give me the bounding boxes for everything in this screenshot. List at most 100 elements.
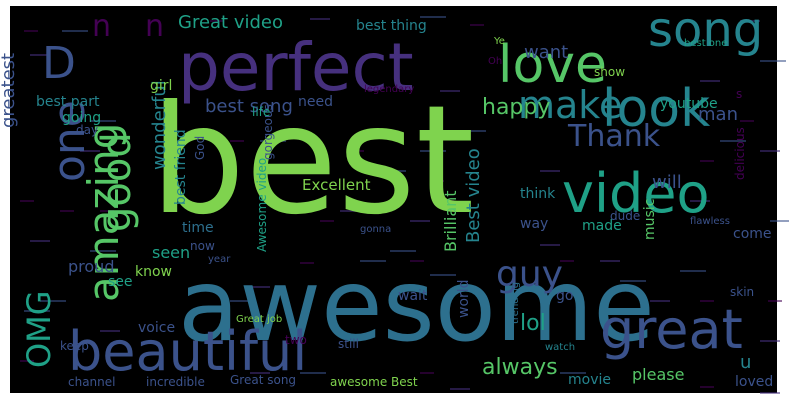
filler-mark — [320, 220, 334, 222]
cloud-word: proud — [68, 257, 114, 276]
cloud-word: amazing — [79, 123, 128, 302]
filler-mark — [100, 330, 120, 332]
cloud-word: delicious — [733, 127, 747, 180]
cloud-word: best one — [684, 38, 727, 49]
cloud-word: best — [150, 74, 474, 248]
cloud-word: way — [520, 216, 548, 232]
filler-mark — [340, 210, 360, 212]
filler-mark — [430, 274, 456, 276]
cloud-word: happy — [482, 95, 550, 120]
filler-mark — [700, 80, 720, 82]
cloud-word: Ye — [493, 36, 505, 47]
filler-mark — [560, 372, 586, 374]
cloud-word: go — [556, 288, 573, 304]
filler-mark — [768, 300, 782, 302]
cloud-word: keep — [60, 339, 89, 353]
filler-mark — [90, 250, 116, 252]
filler-mark — [380, 170, 406, 172]
cloud-word: guy — [496, 254, 563, 295]
cloud-word: voice — [138, 320, 175, 336]
cloud-word: one — [44, 100, 95, 182]
filler-mark — [410, 260, 424, 262]
filler-mark — [700, 386, 714, 388]
cloud-word: Excellent — [302, 176, 371, 194]
filler-mark — [90, 120, 116, 122]
cloud-word: awesome — [178, 247, 655, 364]
filler-mark — [62, 30, 88, 32]
filler-mark — [540, 244, 560, 246]
filler-mark — [410, 220, 430, 222]
filler-mark — [300, 262, 314, 264]
filler-mark — [30, 54, 50, 56]
filler-mark — [620, 280, 646, 282]
filler-mark — [230, 140, 244, 142]
cloud-word: made — [582, 218, 622, 234]
cloud-word: great — [600, 298, 743, 361]
cloud-word: Oh — [488, 56, 502, 67]
filler-mark — [560, 260, 574, 262]
cloud-word: time — [182, 220, 214, 236]
cloud-word: Brilliant — [441, 190, 460, 252]
cloud-word: song — [648, 2, 763, 58]
cloud-word: movie — [568, 372, 611, 388]
cloud-word: best friend — [173, 129, 189, 205]
filler-mark — [360, 260, 386, 262]
cloud-word: n — [145, 9, 164, 44]
filler-mark — [430, 180, 444, 182]
filler-mark — [460, 130, 486, 132]
cloud-word: please — [632, 365, 684, 384]
cloud-word: Great song — [230, 373, 296, 387]
cloud-word: show — [594, 65, 625, 79]
cloud-word: year — [208, 254, 231, 265]
filler-mark — [420, 372, 434, 374]
filler-mark — [440, 200, 454, 202]
cloud-word: watch — [545, 342, 575, 353]
cloud-word: awesome Best — [330, 375, 418, 389]
cloud-word: seen — [152, 243, 190, 262]
filler-mark — [30, 240, 50, 242]
cloud-word: youtube — [660, 96, 718, 112]
filler-mark — [310, 18, 330, 20]
filler-mark — [210, 20, 224, 22]
cloud-word: two — [285, 333, 307, 347]
filler-mark — [740, 120, 754, 122]
cloud-word: video — [562, 162, 710, 225]
cloud-word: n — [92, 9, 111, 44]
cloud-word: best song — [205, 96, 293, 117]
cloud-word: gorgeous — [261, 104, 275, 160]
filler-mark — [740, 20, 760, 22]
filler-mark — [600, 260, 620, 262]
cloud-word: greatest — [0, 53, 19, 128]
cloud-word: beautiful — [68, 320, 307, 383]
cloud-word: lol — [520, 311, 546, 336]
filler-mark — [700, 160, 714, 162]
cloud-word: u — [740, 352, 751, 373]
cloud-word: wonderful — [149, 80, 170, 170]
filler-mark — [350, 150, 364, 152]
cloud-word: skin — [730, 285, 754, 299]
cloud-word: good — [94, 132, 140, 232]
filler-mark — [420, 150, 446, 152]
cloud-word: legendary — [364, 84, 414, 95]
cloud-word: loved — [735, 374, 773, 390]
cloud-word: Thank — [567, 119, 661, 154]
cloud-word: still — [338, 337, 359, 351]
filler-mark — [24, 30, 38, 32]
filler-mark — [60, 210, 74, 212]
filler-mark — [250, 372, 270, 374]
filler-mark — [24, 310, 50, 312]
filler-mark — [260, 140, 286, 142]
filler-mark — [400, 285, 420, 287]
cloud-word: Great video — [178, 12, 283, 33]
cloud-word: perfect — [178, 29, 414, 106]
filler-mark — [760, 60, 786, 62]
cloud-word: channel — [68, 375, 115, 389]
filler-mark — [100, 210, 114, 212]
filler-mark — [760, 150, 780, 152]
filler-mark — [390, 250, 416, 252]
cloud-word: always — [482, 355, 558, 380]
cloud-word: see — [108, 274, 133, 290]
cloud-word: think — [520, 186, 556, 202]
